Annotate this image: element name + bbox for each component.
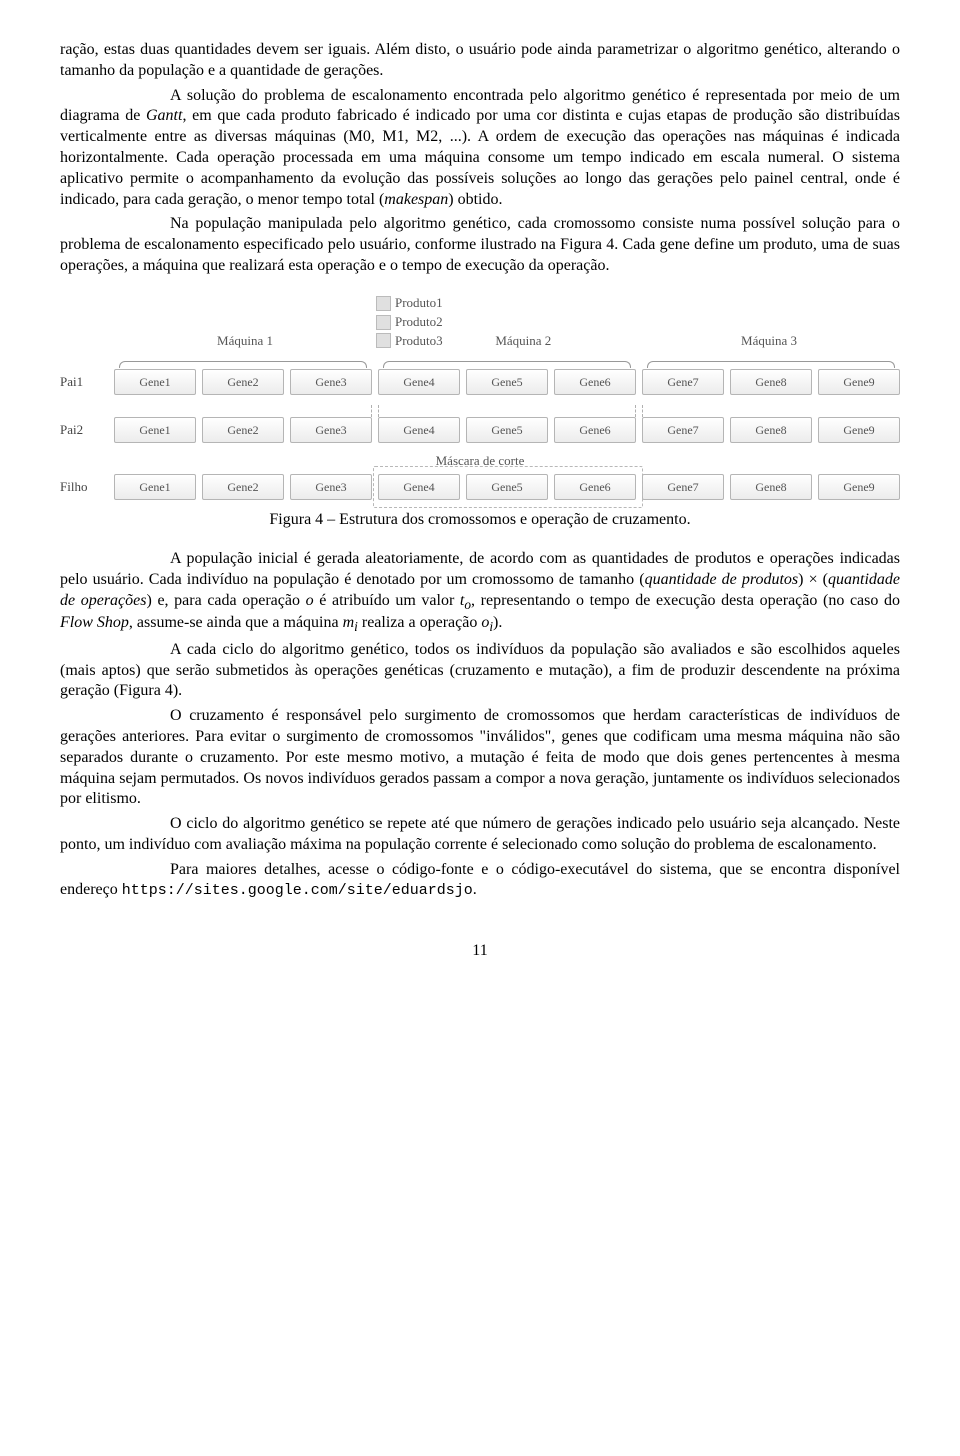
gene-cell: Gene1 — [114, 474, 196, 500]
text-run: realiza a operação — [358, 614, 481, 631]
text-run: , assume-se ainda que a máquina — [129, 614, 343, 631]
gene-cell: Gene7 — [642, 417, 724, 443]
swatch-icon — [376, 296, 391, 311]
machine-1-label: Máquina 1 — [217, 333, 273, 350]
text-run: ) × ( — [798, 571, 828, 588]
gene-cell: Gene3 — [290, 369, 372, 395]
machine-header-row: Máquina 1 Produto1 Produto2 Produto3 Máq… — [60, 295, 900, 350]
bracket-row — [60, 353, 900, 367]
figure-4: Máquina 1 Produto1 Produto2 Produto3 Máq… — [60, 295, 900, 501]
gene-cell: Gene8 — [730, 369, 812, 395]
gene-cell: Gene4 — [378, 474, 460, 500]
row-label: Pai2 — [60, 422, 104, 439]
machine-2-label: Máquina 2 — [449, 333, 598, 350]
machine-3-label: Máquina 3 — [741, 333, 797, 350]
paragraph: A cada ciclo do algoritmo genético, todo… — [60, 640, 900, 702]
product-2-label: Produto2 — [395, 314, 443, 331]
dashed-line-icon — [378, 405, 379, 417]
gene-cell: Gene7 — [642, 369, 724, 395]
dashed-line-icon — [371, 405, 372, 417]
text-run: ). — [493, 614, 502, 631]
gene-cell: Gene1 — [114, 417, 196, 443]
bracket-icon — [383, 361, 631, 368]
dashed-line-icon — [642, 405, 643, 417]
paragraph: A população inicial é gerada aleatoriame… — [60, 549, 900, 636]
gene-cell: Gene2 — [202, 474, 284, 500]
swatch-icon — [376, 333, 391, 348]
paragraph: O cruzamento é responsável pelo surgimen… — [60, 706, 900, 810]
gene-cell: Gene3 — [290, 417, 372, 443]
product-legend: Produto1 Produto2 Produto3 — [376, 295, 443, 350]
gene-cell: Gene5 — [466, 417, 548, 443]
gene-cell: Gene8 — [730, 417, 812, 443]
text-italic: makespan — [384, 191, 448, 208]
url-text: https://sites.google.com/site/eduardsjo — [122, 882, 473, 899]
chromosome-row-filho: Filho Gene1 Gene2 Gene3 Gene4 Gene5 Gene… — [60, 474, 900, 500]
page-number: 11 — [60, 941, 900, 962]
figure-caption: Figura 4 – Estrutura dos cromossomos e o… — [60, 510, 900, 531]
text-run: ) obtido. — [448, 191, 502, 208]
text-italic: Flow Shop — [60, 614, 129, 631]
gene-cell: Gene5 — [466, 369, 548, 395]
dashed-guides — [60, 405, 900, 417]
mask-label: Máscara de corte — [60, 453, 900, 470]
paragraph: A solução do problema de escalonamento e… — [60, 86, 900, 211]
paragraph: O ciclo do algoritmo genético se repete … — [60, 814, 900, 856]
text-italic: o — [306, 592, 314, 609]
text-italic: Gantt — [146, 107, 182, 124]
gene-cell: Gene8 — [730, 474, 812, 500]
gene-cell: Gene5 — [466, 474, 548, 500]
gene-cell: Gene6 — [554, 369, 636, 395]
gene-cell: Gene2 — [202, 369, 284, 395]
bracket-icon — [647, 361, 895, 368]
bracket-icon — [119, 361, 367, 368]
text-italic: quantidade de produtos — [645, 571, 799, 588]
gene-cell: Gene9 — [818, 474, 900, 500]
gene-cell: Gene3 — [290, 474, 372, 500]
row-label: Pai1 — [60, 374, 104, 391]
gene-cell: Gene7 — [642, 474, 724, 500]
gene-cell: Gene2 — [202, 417, 284, 443]
gene-cell: Gene6 — [554, 474, 636, 500]
paragraph-continuation: ração, estas duas quantidades devem ser … — [60, 40, 900, 82]
gene-cell: Gene9 — [818, 369, 900, 395]
row-label: Filho — [60, 479, 104, 496]
product-3-label: Produto3 — [395, 333, 443, 350]
chromosome-row-pai1: Pai1 Gene1 Gene2 Gene3 Gene4 Gene5 Gene6… — [60, 369, 900, 395]
gene-cell: Gene4 — [378, 417, 460, 443]
paragraph: Na população manipulada pelo algoritmo g… — [60, 214, 900, 276]
gene-cell: Gene4 — [378, 369, 460, 395]
chromosome-row-pai2: Pai2 Gene1 Gene2 Gene3 Gene4 Gene5 Gene6… — [60, 417, 900, 443]
gene-cell: Gene9 — [818, 417, 900, 443]
text-run: , representando o tempo de execução dest… — [471, 592, 900, 609]
product-1-label: Produto1 — [395, 295, 443, 312]
gene-cell: Gene1 — [114, 369, 196, 395]
gene-cell: Gene6 — [554, 417, 636, 443]
text-run: é atribuído um valor — [314, 592, 460, 609]
paragraph: Para maiores detalhes, acesse o código-f… — [60, 860, 900, 902]
swatch-icon — [376, 315, 391, 330]
text-run: ) e, para cada operação — [146, 592, 305, 609]
text-italic: m — [343, 614, 355, 631]
dashed-line-icon — [635, 405, 636, 417]
text-run: . — [473, 881, 477, 898]
